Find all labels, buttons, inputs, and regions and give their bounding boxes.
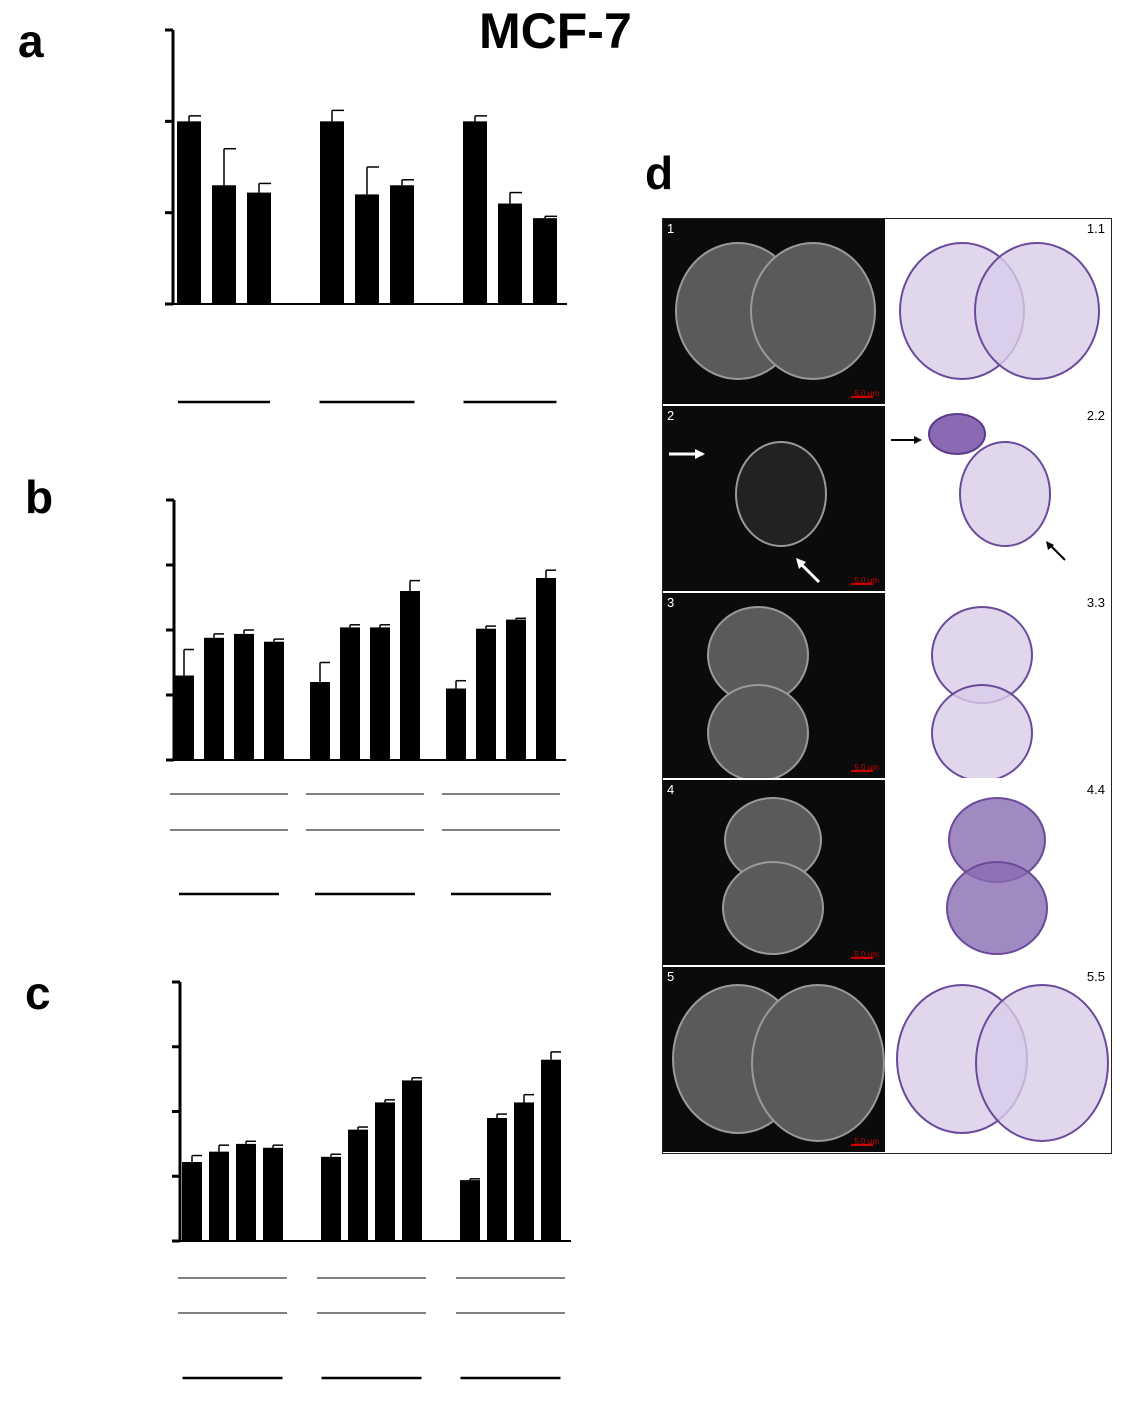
bar bbox=[320, 121, 344, 304]
stained-image bbox=[896, 984, 1109, 1142]
bar bbox=[212, 185, 236, 304]
bar bbox=[463, 121, 487, 304]
panel-d-label: d bbox=[645, 147, 674, 199]
micrograph-number: 5 bbox=[667, 969, 675, 984]
micrograph-stained: 2.2 bbox=[887, 406, 1109, 591]
bar bbox=[514, 1102, 534, 1241]
scale-bar-label: 5.0 µm bbox=[854, 389, 879, 398]
bar bbox=[177, 121, 201, 304]
micrograph-stained: 1.1 bbox=[887, 219, 1109, 404]
bar bbox=[247, 192, 271, 304]
bar bbox=[487, 1117, 507, 1241]
micrograph-number: 2 bbox=[667, 408, 675, 423]
bar bbox=[340, 627, 360, 760]
bar bbox=[264, 641, 284, 760]
micrograph-grid: 1 5.0 µm 1.1 2 5.0 µm 2.2 3 5.0 µm 3.3 4 5.0 µm 4.4… bbox=[662, 218, 1112, 1154]
bar bbox=[400, 591, 420, 760]
micrograph-number: 2.2 bbox=[1086, 408, 1105, 423]
scale-bar-label: 5.0 µm bbox=[854, 950, 879, 959]
stained-image bbox=[931, 606, 1033, 778]
bar bbox=[355, 194, 379, 304]
micrograph-number: 4.4 bbox=[1086, 782, 1105, 797]
fluorescence-image bbox=[672, 984, 885, 1146]
bar bbox=[402, 1080, 422, 1241]
bar bbox=[236, 1143, 256, 1241]
stained-image bbox=[946, 797, 1048, 955]
bar bbox=[174, 675, 194, 760]
micrograph-fluorescence: 3 5.0 µm bbox=[663, 593, 885, 778]
bar bbox=[263, 1147, 283, 1241]
bar bbox=[321, 1156, 341, 1241]
scale-bar-label: 5.0 µm bbox=[854, 1137, 879, 1146]
micrograph-number: 1 bbox=[667, 221, 675, 236]
stained-image bbox=[899, 242, 1100, 380]
micrograph-fluorescence: 4 5.0 µm bbox=[663, 780, 885, 965]
micrograph-number: 1.1 bbox=[1086, 221, 1105, 236]
bar bbox=[370, 627, 390, 760]
panel-c-label: c bbox=[25, 967, 51, 1019]
panel-a-label: a bbox=[18, 15, 44, 67]
bar bbox=[310, 682, 330, 760]
fluorescence-image bbox=[722, 797, 873, 959]
micrograph-number: 3 bbox=[667, 595, 675, 610]
bar bbox=[536, 578, 556, 760]
fluorescence-image bbox=[669, 441, 873, 585]
bar bbox=[498, 203, 522, 304]
bar bbox=[348, 1129, 368, 1241]
chart-a bbox=[165, 28, 567, 404]
bar bbox=[506, 619, 526, 760]
fluorescence-image bbox=[675, 242, 876, 398]
bar bbox=[533, 218, 557, 304]
bar bbox=[375, 1102, 395, 1241]
bar bbox=[446, 688, 466, 760]
micrograph-stained: 4.4 bbox=[887, 780, 1109, 965]
micrograph-fluorescence: 1 5.0 µm bbox=[663, 219, 885, 404]
stained-image bbox=[891, 413, 1066, 561]
scale-bar-label: 5.0 µm bbox=[854, 763, 879, 772]
bar bbox=[209, 1151, 229, 1241]
bar bbox=[234, 633, 254, 760]
bar bbox=[390, 185, 414, 304]
micrograph-number: 3.3 bbox=[1086, 595, 1105, 610]
bar bbox=[541, 1059, 561, 1241]
figure-title: MCF-7 bbox=[479, 3, 632, 59]
micrograph-fluorescence: 5 5.0 µm bbox=[663, 967, 885, 1152]
micrograph-number: 4 bbox=[667, 782, 675, 797]
bar bbox=[204, 637, 224, 760]
scale-bar-label: 5.0 µm bbox=[854, 576, 879, 585]
bar bbox=[476, 628, 496, 760]
bar bbox=[182, 1162, 202, 1241]
fluorescence-image bbox=[707, 606, 873, 778]
bar bbox=[460, 1180, 480, 1241]
chart-c bbox=[172, 980, 571, 1380]
micrograph-fluorescence: 2 5.0 µm bbox=[663, 406, 885, 591]
panel-b-label: b bbox=[25, 471, 54, 523]
micrograph-number: 5.5 bbox=[1086, 969, 1105, 984]
chart-b bbox=[166, 498, 566, 896]
micrograph-stained: 3.3 bbox=[887, 593, 1109, 778]
micrograph-stained: 5.5 bbox=[887, 967, 1109, 1152]
